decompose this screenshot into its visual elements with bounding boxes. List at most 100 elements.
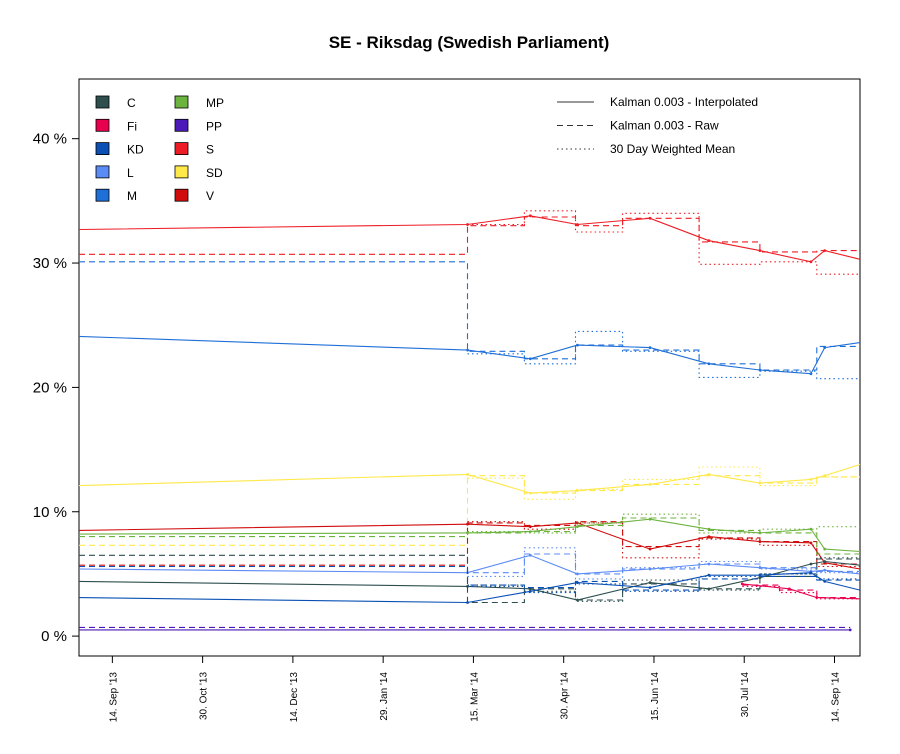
point-mp [758, 531, 762, 535]
y-tick-label: 20 % [33, 379, 67, 396]
legend-swatch [174, 95, 189, 109]
point-m [648, 346, 652, 350]
point-kd [466, 601, 469, 604]
line-l-raw [79, 553, 860, 575]
line-v-mean [467, 521, 860, 568]
legend-style-dashed: Kalman 0.003 - Raw [557, 119, 719, 133]
point-s [576, 223, 579, 226]
point-s [809, 260, 813, 264]
y-tick-label: 30 % [33, 255, 67, 272]
legend-swatch [95, 95, 110, 109]
line-v-interpolated [78, 522, 861, 570]
point-kd [823, 579, 827, 583]
legend-label: V [206, 189, 214, 203]
legend-swatch [174, 165, 189, 179]
line-fi-interpolated [742, 583, 861, 600]
legend-swatch [95, 188, 110, 202]
legend-swatch [95, 165, 110, 179]
point-mp [528, 530, 532, 534]
legend-swatch [174, 118, 189, 132]
line-m-interpolated [78, 335, 861, 375]
point-sd [466, 473, 469, 476]
legend-swatch [174, 142, 189, 156]
legend-label: SD [206, 166, 223, 180]
point-sd [707, 473, 711, 476]
point-pp [848, 628, 852, 632]
legend-style-dotted: 30 Day Weighted Mean [557, 142, 735, 156]
point-c [823, 560, 827, 563]
point-m [809, 372, 813, 376]
point-mp [809, 527, 813, 531]
legend-label: 30 Day Weighted Mean [610, 142, 735, 156]
legend-item-v: V [174, 188, 214, 203]
legend-item-sd: SD [174, 165, 223, 180]
point-m [576, 343, 579, 347]
point-m [528, 357, 532, 361]
x-tick-label: 30. Oct '13 [199, 672, 210, 720]
point-v [707, 535, 711, 539]
legend-label: C [127, 96, 136, 110]
legend-item-kd: KD [95, 142, 144, 157]
y-tick-label: 40 % [33, 131, 67, 148]
point-kd [528, 589, 532, 593]
series-sd [78, 463, 861, 546]
point-m [707, 362, 711, 366]
line-s-raw [79, 216, 860, 255]
point-mp [823, 547, 827, 551]
legend-item-l: L [95, 165, 134, 180]
line-mp-raw [79, 517, 860, 555]
legend-item-m: M [95, 188, 137, 203]
legend-item-fi: Fi [95, 118, 137, 133]
x-tick-label: 30. Apr '14 [560, 672, 571, 720]
legend-swatch [174, 188, 189, 202]
legend-style-solid: Kalman 0.003 - Interpolated [557, 95, 758, 109]
x-tick-label: 14. Sep '14 [830, 672, 841, 723]
point-c [576, 598, 579, 602]
legend-swatch [95, 142, 110, 156]
legend-item-s: S [174, 142, 214, 157]
point-l [576, 572, 579, 576]
point-kd [707, 573, 711, 577]
legend-label: L [127, 166, 134, 180]
legend-label: Fi [127, 119, 137, 133]
legend-item-mp: MP [174, 95, 224, 110]
line-c-interpolated [78, 560, 861, 601]
legend-label: Kalman 0.003 - Raw [610, 119, 719, 133]
series-kd [78, 565, 861, 604]
chart-title: SE - Riksdag (Swedish Parliament) [329, 33, 610, 52]
line-s-mean [467, 210, 860, 275]
series-fi [740, 582, 861, 600]
point-kd [809, 571, 813, 575]
line-sd-mean [467, 466, 860, 500]
legend-item-c: C [95, 95, 136, 110]
point-sd [823, 474, 827, 478]
point-fi [740, 582, 744, 586]
point-s [707, 239, 711, 243]
point-s [823, 249, 827, 253]
legend-swatch [95, 118, 110, 132]
x-tick-label: 15. Mar '14 [469, 672, 480, 722]
legend-label: MP [206, 96, 224, 110]
point-mp [648, 517, 652, 521]
x-tick-label: 15. Jun '14 [650, 672, 661, 721]
point-l [758, 566, 762, 570]
point-l [823, 568, 827, 572]
point-m [466, 348, 469, 352]
plot-frame [78, 78, 861, 657]
point-v [466, 522, 469, 526]
y-tick-label: 10 % [33, 504, 67, 521]
line-s-interpolated [78, 215, 861, 263]
legend-label: S [206, 143, 214, 157]
y-tick-label: 0 % [41, 628, 67, 645]
series-pp [79, 626, 852, 632]
point-l [707, 562, 711, 566]
x-tick-label: 29. Jan '14 [379, 672, 390, 721]
legend-label: Kalman 0.003 - Interpolated [610, 95, 758, 109]
point-s [758, 249, 762, 253]
legend-item-pp: PP [174, 118, 222, 133]
point-v [528, 525, 532, 529]
line-c-mean [467, 557, 860, 602]
series-v [78, 521, 861, 570]
point-c [809, 562, 813, 566]
